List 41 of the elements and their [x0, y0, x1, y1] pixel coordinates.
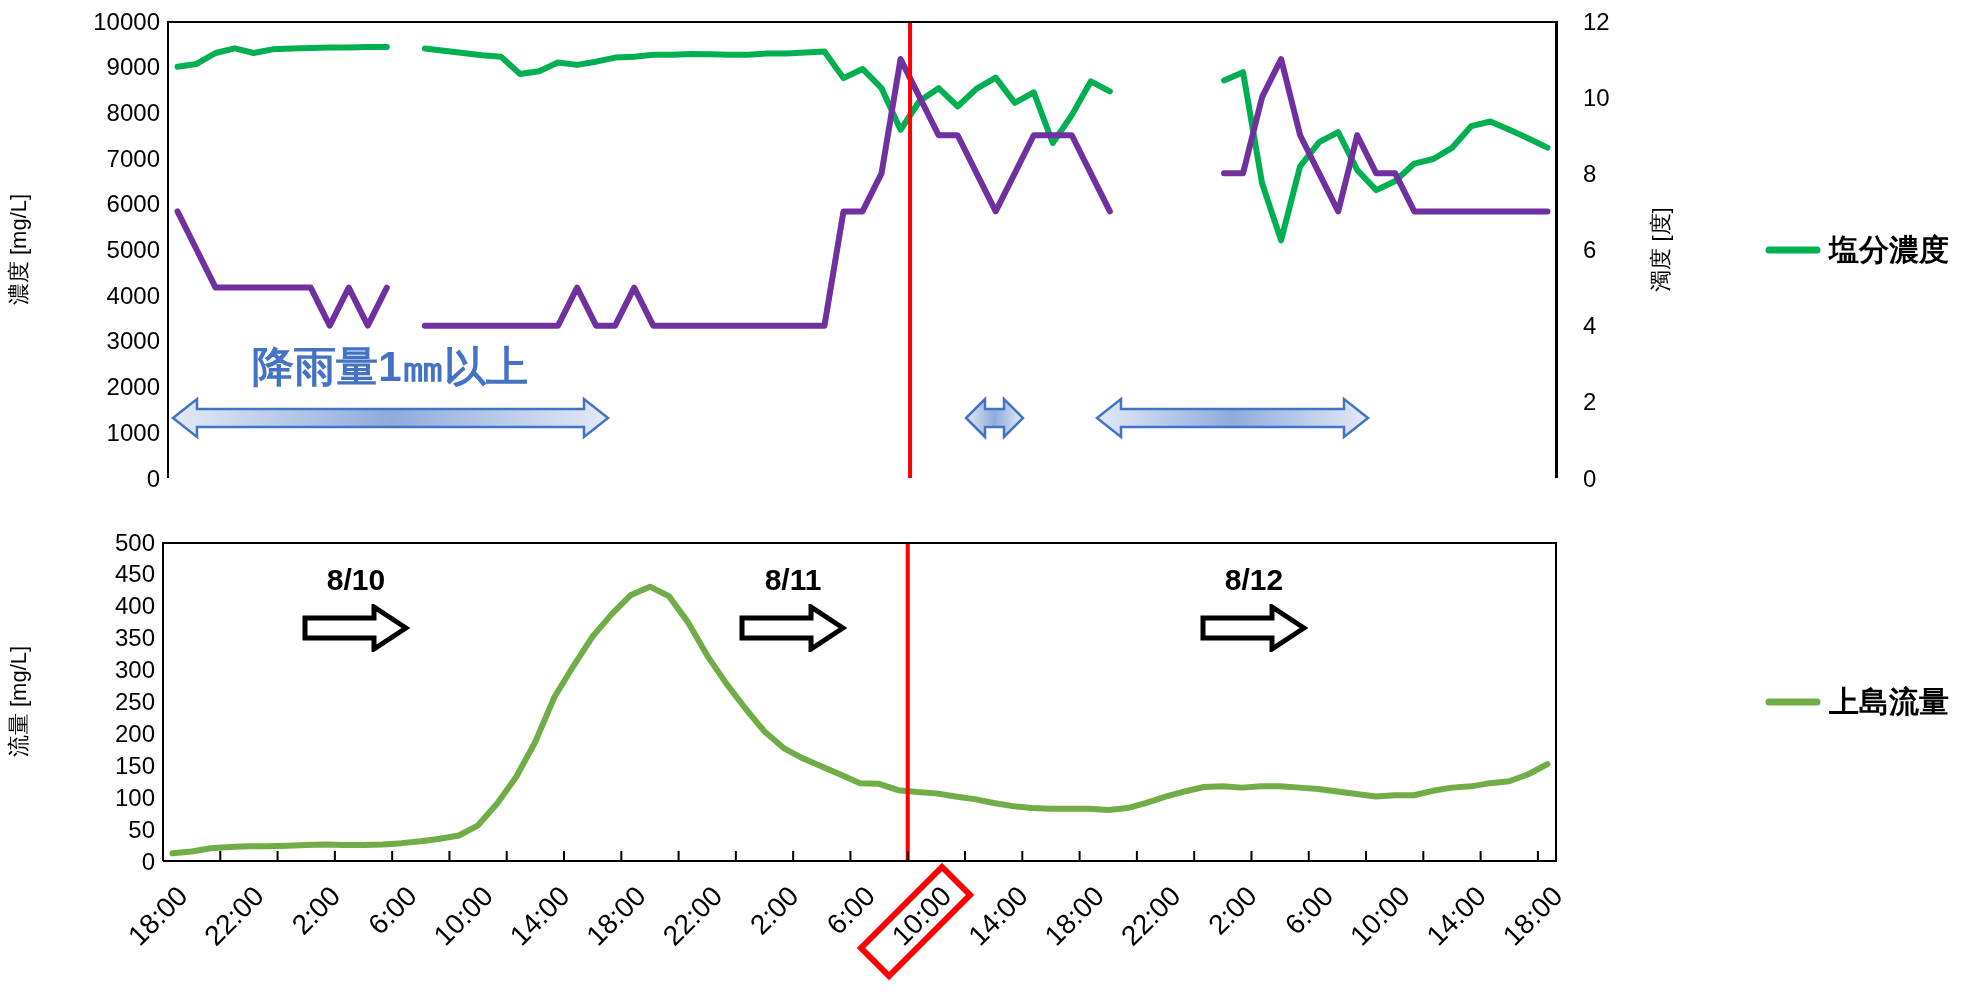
y-tick-label: 2000 [106, 373, 160, 401]
legend-label: 上島流量 [1829, 683, 1949, 720]
y-tick-label: 350 [114, 624, 155, 652]
y-tick-label: 1000 [106, 418, 160, 446]
y-tick-label: 150 [114, 751, 155, 779]
annotation: 8/11 [764, 562, 822, 598]
y-tick-label: 100 [114, 783, 155, 811]
y-axis-title: 濃度 [mg/L] [5, 193, 31, 306]
y2-tick-label: 6 [1583, 236, 1597, 264]
legend-label: 塩分濃度 [1829, 231, 1949, 268]
annotation: 8/10 [326, 562, 386, 598]
y-tick-label: 500 [114, 528, 155, 556]
y-tick-label: 200 [114, 719, 155, 747]
y2-tick-label: 0 [1583, 464, 1597, 492]
annotation: 8/12 [1224, 562, 1284, 598]
y-tick-label: 3000 [106, 327, 160, 355]
y-tick-label: 300 [114, 656, 155, 684]
y-tick-label: 9000 [106, 53, 160, 81]
y-tick-label: 400 [114, 592, 155, 620]
y-tick-label: 250 [114, 688, 155, 716]
y-tick-label: 5000 [106, 236, 160, 264]
y2-axis-title: 濁度 [度] [1647, 207, 1673, 292]
y-tick-label: 450 [114, 560, 155, 588]
y2-tick-label: 2 [1583, 388, 1597, 416]
y-tick-label: 4000 [106, 281, 160, 309]
y-tick-label: 10000 [93, 7, 160, 35]
y-tick-label: 8000 [106, 98, 160, 126]
y-tick-label: 0 [141, 847, 155, 875]
annotation: 降雨量1㎜以上 [252, 342, 528, 392]
y-tick-label: 50 [128, 815, 155, 843]
y-tick-label: 6000 [106, 190, 160, 218]
x-tick-label: 6:00 [362, 880, 423, 941]
y-axis-title: 流量 [mg/L] [5, 645, 31, 758]
y2-tick-label: 10 [1583, 83, 1610, 111]
x-tick-label: 6:00 [1278, 880, 1340, 941]
y2-tick-label: 12 [1583, 7, 1610, 35]
x-tick-label: 6:00 [820, 880, 881, 941]
y-tick-label: 7000 [106, 144, 160, 172]
y-tick-label: 0 [146, 464, 160, 492]
y2-tick-label: 8 [1583, 159, 1597, 187]
y2-tick-label: 4 [1583, 312, 1597, 340]
